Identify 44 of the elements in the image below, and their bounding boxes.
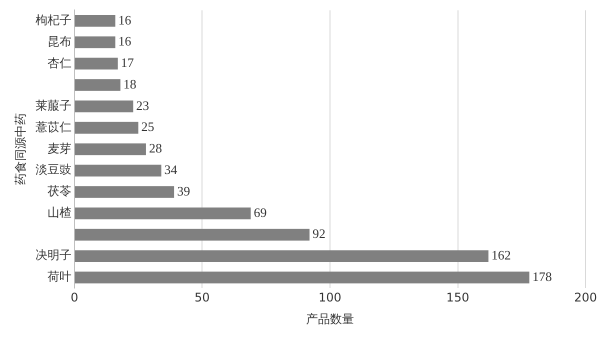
data-label: 39 [177,183,190,198]
y-tick-label: 决明子 [35,248,72,262]
x-tick-label: 200 [574,290,597,305]
bar [74,272,530,284]
y-tick-label: 淡豆豉 [35,162,72,177]
bar [74,36,116,48]
bar [74,58,118,70]
bar [74,164,162,176]
x-tick-label: 50 [194,290,210,305]
data-label: 69 [254,204,267,220]
data-label: 16 [118,34,132,49]
bar [74,228,310,241]
bar [74,100,134,112]
bar [74,186,174,198]
x-tick-label: 100 [318,290,342,305]
data-label: 92 [312,226,326,242]
y-tick-label: 枸杞子 [35,13,72,28]
data-label: 17 [120,55,134,70]
y-axis-title: 药食同源中药 [13,113,28,186]
x-tick-label: 0 [70,290,78,305]
bar [74,122,138,134]
data-label: 34 [164,162,178,178]
data-label: 16 [118,12,132,28]
bar [74,79,120,91]
data-label: 25 [141,119,154,134]
y-tick-label: 杏仁 [47,56,72,70]
y-tick-label: 昆布 [47,34,72,48]
data-label: 18 [123,76,136,92]
bar [74,207,251,220]
bar [74,250,488,262]
y-tick-label: 薏苡仁 [35,120,72,134]
data-label: 178 [532,268,552,284]
y-tick-label: 麦芽 [47,141,72,156]
y-tick-label: 荷叶 [47,270,72,284]
x-axis-title: 产品数量 [306,312,354,326]
bar [74,143,146,156]
data-label: 28 [148,140,162,156]
y-tick-label: 莱菔子 [35,98,72,113]
x-tick-label: 150 [446,290,470,305]
y-tick-label: 茯苓 [47,184,72,198]
bar [74,15,116,27]
data-label: 23 [136,98,150,113]
y-tick-label: 山楂 [47,205,72,220]
data-label: 162 [491,248,511,263]
